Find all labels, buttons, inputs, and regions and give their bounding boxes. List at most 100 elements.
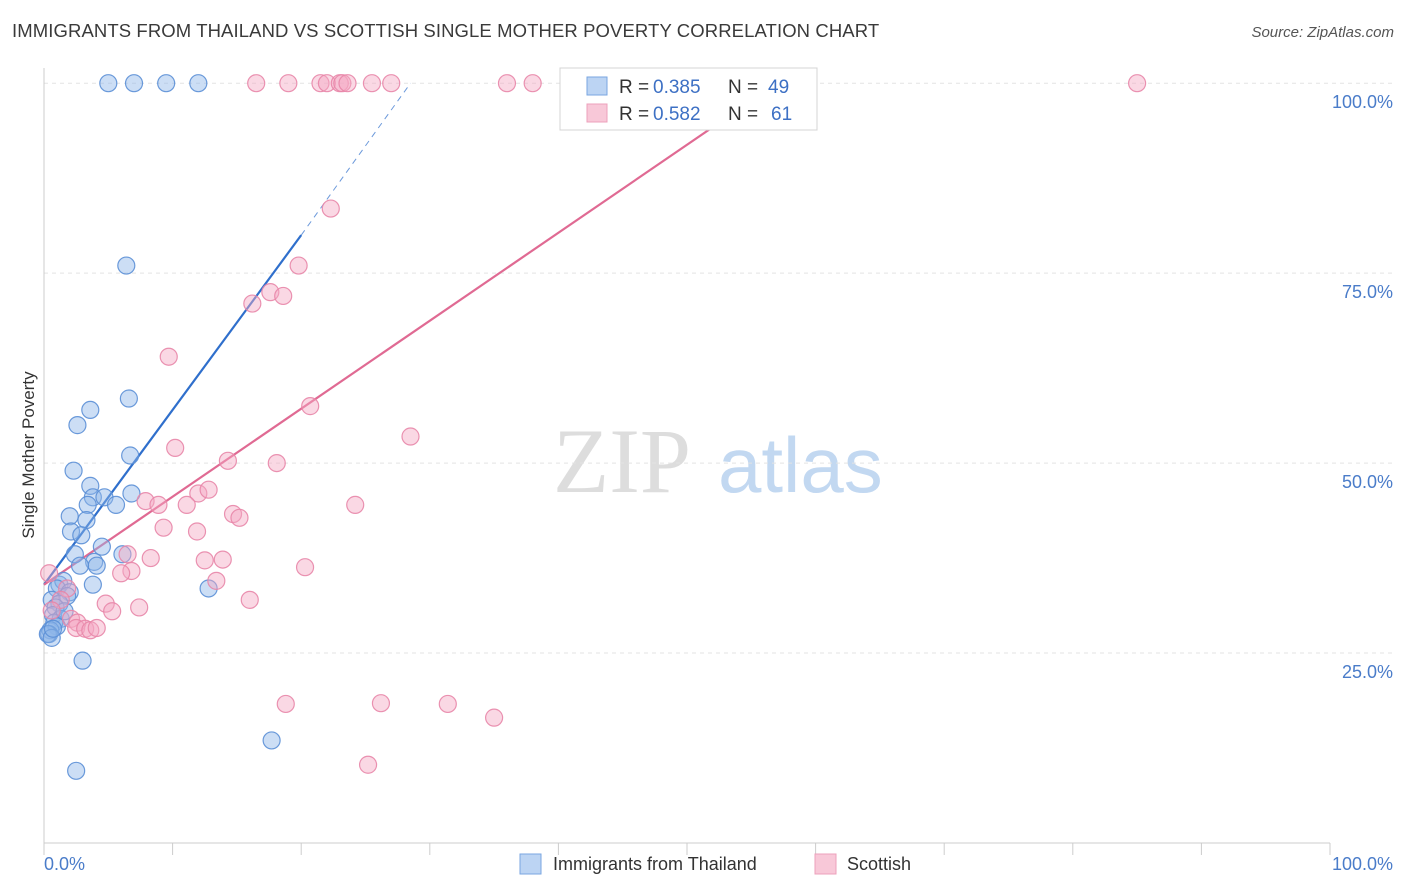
point-1-1 (279, 74, 298, 93)
point-1-26 (199, 480, 218, 499)
point-0-35 (199, 579, 218, 598)
point-1-25 (189, 484, 208, 503)
point-1-48 (130, 598, 149, 617)
point-1-24 (267, 453, 286, 473)
point-1-47 (240, 590, 259, 609)
point-1-58 (371, 694, 391, 713)
point-1-5 (333, 74, 352, 93)
point-1-36 (141, 548, 160, 568)
point-0-10 (81, 476, 100, 495)
point-0-24 (87, 556, 106, 575)
bottom-legend-swatch-thailand (519, 853, 542, 875)
point-0-47 (67, 761, 86, 780)
point-0-17 (77, 510, 96, 530)
legend-swatch-scottish (586, 103, 608, 123)
point-1-20 (301, 397, 320, 416)
point-1-32 (230, 508, 249, 527)
point-0-21 (65, 545, 84, 564)
point-1-59 (438, 694, 457, 714)
trend-extension-0 (300, 82, 411, 236)
point-1-0 (247, 74, 266, 93)
point-1-57 (276, 694, 295, 714)
point-0-25 (70, 556, 90, 575)
point-0-20 (92, 537, 111, 556)
point-1-22 (166, 438, 185, 458)
points (38, 74, 1147, 780)
point-1-7 (362, 74, 382, 93)
point-0-48 (55, 602, 74, 621)
point-0-14 (78, 495, 97, 514)
point-1-41 (112, 564, 131, 583)
point-1-30 (346, 495, 365, 514)
point-1-15 (289, 256, 308, 275)
point-0-45 (73, 651, 92, 670)
point-0-13 (122, 484, 141, 503)
point-0-7 (68, 416, 87, 435)
point-1-14 (321, 199, 340, 218)
y-axis-label: Single Mother Poverty (19, 371, 38, 539)
point-0-8 (121, 446, 140, 465)
legend-swatch-thailand (586, 76, 608, 96)
point-1-2 (311, 74, 330, 93)
point-1-10 (523, 74, 542, 93)
grid-lines (44, 82, 1395, 654)
point-0-18 (61, 522, 81, 541)
legend-n-label-1: N = (728, 77, 758, 98)
point-0-2 (157, 74, 176, 93)
y-ticks: 25.0% 50.0% 75.0% 100.0% (1332, 92, 1393, 682)
point-0-22 (113, 545, 132, 564)
point-0-6 (81, 400, 100, 420)
point-1-3 (317, 74, 337, 93)
bottom-legend: Immigrants from Thailand Scottish (519, 853, 911, 875)
watermark-zip: ZIP (553, 410, 691, 512)
y-tick-label-1: 50.0% (1342, 472, 1393, 492)
trend-line-0 (43, 234, 303, 586)
x-tick-label-0: 0.0% (44, 854, 85, 874)
point-1-37 (195, 551, 214, 570)
point-0-15 (106, 495, 126, 514)
point-0-9 (64, 461, 83, 480)
point-0-0 (99, 74, 118, 93)
point-1-35 (118, 545, 137, 564)
bottom-legend-swatch-scottish (814, 853, 837, 875)
legend-n-label-2: N = (728, 104, 758, 125)
legend-r-label-1: R = (619, 77, 649, 98)
bottom-legend-label-scottish: Scottish (847, 854, 911, 874)
watermark-atlas: atlas (718, 421, 883, 509)
point-1-43 (40, 564, 59, 583)
point-1-18 (243, 294, 262, 313)
point-0-46 (262, 731, 281, 750)
point-1-34 (187, 522, 207, 541)
point-1-9 (497, 74, 517, 93)
point-1-50 (42, 601, 61, 620)
point-0-3 (189, 74, 208, 93)
legend-r-label-2: R = (619, 104, 649, 125)
point-0-4 (117, 256, 136, 275)
legend-r-value-2: 0.582 (653, 104, 701, 125)
point-0-19 (72, 526, 91, 545)
point-1-38 (213, 550, 232, 569)
point-0-43 (42, 628, 61, 647)
point-1-23 (218, 451, 237, 470)
point-1-13 (1127, 74, 1147, 93)
y-tick-label-0: 25.0% (1342, 662, 1393, 682)
point-1-39 (295, 558, 315, 577)
point-1-56 (87, 618, 106, 638)
legend-n-value-2: 61 (771, 104, 792, 125)
point-1-44 (58, 579, 77, 598)
point-1-19 (159, 347, 178, 366)
legend-r-value-1: 0.385 (653, 77, 701, 98)
point-0-16 (60, 507, 79, 526)
bottom-legend-label-thailand: Immigrants from Thailand (553, 854, 757, 874)
x-ticks: 0.0% 100.0% (43, 843, 1393, 874)
point-0-1 (124, 74, 144, 93)
point-1-8 (382, 74, 401, 93)
chart-title: IMMIGRANTS FROM THAILAND VS SCOTTISH SIN… (12, 20, 880, 41)
point-0-5 (119, 389, 138, 408)
point-1-17 (274, 286, 293, 306)
point-1-6 (338, 74, 357, 93)
legend-box: R = 0.385 N = 49 R = 0.582 N = 61 (559, 67, 818, 131)
point-1-33 (154, 518, 173, 537)
legend-n-value-1: 49 (768, 77, 789, 98)
